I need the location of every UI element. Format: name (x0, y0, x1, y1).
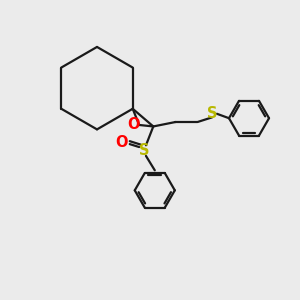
Text: O: O (116, 135, 128, 150)
Text: O: O (128, 118, 140, 133)
Text: S: S (139, 143, 150, 158)
Text: S: S (207, 106, 217, 121)
